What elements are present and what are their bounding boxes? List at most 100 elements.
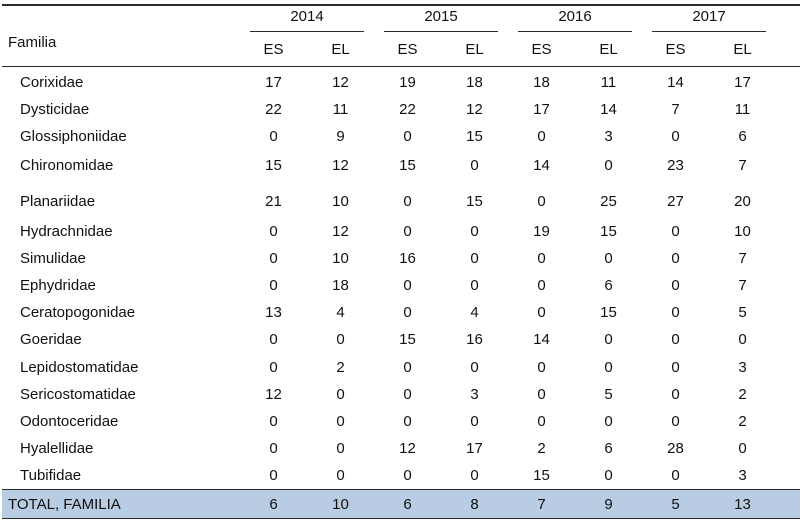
table-cell: 2 (738, 413, 747, 430)
familia-name: Ceratopogonidae (20, 304, 136, 321)
table-cell: 0 (269, 128, 278, 145)
table-cell: 0 (671, 277, 680, 294)
total-cell: 9 (604, 496, 613, 513)
year-underline (652, 31, 766, 32)
table-cell: 0 (738, 440, 747, 457)
table-cell: 0 (537, 277, 546, 294)
header-bottom-rule (2, 66, 800, 67)
table-cell: 22 (265, 101, 282, 118)
table-cell: 0 (336, 413, 345, 430)
table-cell: 12 (332, 223, 349, 240)
table-cell: 18 (466, 74, 483, 91)
table-cell: 18 (533, 74, 550, 91)
table-cell: 12 (399, 440, 416, 457)
table-cell: 0 (269, 440, 278, 457)
table-row: Goeridae 0 0 15 16 14 0 0 0 (2, 329, 800, 353)
table-cell: 0 (604, 250, 613, 267)
table-cell: 0 (269, 250, 278, 267)
table-cell: 14 (533, 331, 550, 348)
table-cell: 0 (269, 413, 278, 430)
year-underline (384, 31, 498, 32)
table-cell: 12 (332, 74, 349, 91)
table-cell: 0 (604, 467, 613, 484)
total-cell: 5 (671, 496, 680, 513)
familia-name: Lepidostomatidae (20, 359, 139, 376)
table-cell: 23 (667, 157, 684, 174)
total-top-rule (2, 489, 800, 490)
table-cell: 20 (734, 193, 751, 210)
table-row: Ephydridae 0 18 0 0 0 6 0 7 (2, 275, 800, 299)
table-row: Sericostomatidae 12 0 0 3 0 5 0 2 (2, 384, 800, 408)
table-cell: 15 (265, 157, 282, 174)
table-cell: 0 (403, 277, 412, 294)
total-cell: 7 (537, 496, 546, 513)
table-cell: 0 (470, 277, 479, 294)
table-cell: 0 (671, 331, 680, 348)
total-cell: 6 (403, 496, 412, 513)
table-row: Glossiphoniidae 0 9 0 15 0 3 0 6 (2, 126, 800, 150)
table-cell: 21 (265, 193, 282, 210)
table-cell: 12 (265, 386, 282, 403)
year-header: 2014 (290, 8, 324, 25)
table-cell: 28 (667, 440, 684, 457)
total-row-background (2, 490, 800, 518)
table-cell: 3 (470, 386, 479, 403)
table-row: Hydrachnidae 0 12 0 0 19 15 0 10 (2, 221, 800, 245)
table-cell: 10 (332, 193, 349, 210)
subcolumn-header: EL (599, 41, 618, 58)
table-cell: 0 (671, 250, 680, 267)
subcolumn-header: ES (263, 41, 284, 58)
table-cell: 0 (336, 440, 345, 457)
table-cell: 0 (269, 331, 278, 348)
year-underline (250, 31, 364, 32)
table-cell: 0 (269, 223, 278, 240)
table-cell: 0 (537, 250, 546, 267)
familia-name: Sericostomatidae (20, 386, 136, 403)
table-cell: 3 (738, 359, 747, 376)
subcolumn-header: ES (531, 41, 552, 58)
subcolumn-header: EL (465, 41, 484, 58)
subcolumn-header: EL (733, 41, 752, 58)
familia-name: Hydrachnidae (20, 223, 113, 240)
table-cell: 0 (269, 277, 278, 294)
table-row: Chironomidae 15 12 15 0 14 0 23 7 (2, 155, 800, 179)
table-cell: 0 (604, 331, 613, 348)
table-top-rule (2, 4, 800, 6)
table-cell: 17 (265, 74, 282, 91)
year-header: 2016 (558, 8, 592, 25)
table-row: Ceratopogonidae 13 4 0 4 0 15 0 5 (2, 302, 800, 326)
table-cell: 6 (738, 128, 747, 145)
familia-name: Ephydridae (20, 277, 96, 294)
table-cell: 14 (533, 157, 550, 174)
total-cell: 13 (734, 496, 751, 513)
table-cell: 0 (604, 413, 613, 430)
table-cell: 12 (466, 101, 483, 118)
table-cell: 0 (269, 467, 278, 484)
table-cell: 7 (671, 101, 680, 118)
table-cell: 0 (537, 359, 546, 376)
table-cell: 0 (403, 128, 412, 145)
subcolumn-header: ES (665, 41, 686, 58)
table-cell: 16 (399, 250, 416, 267)
table-cell: 15 (466, 193, 483, 210)
table-cell: 0 (470, 413, 479, 430)
table-cell: 7 (738, 157, 747, 174)
table-cell: 19 (533, 223, 550, 240)
year-underline (518, 31, 632, 32)
table-cell: 19 (399, 74, 416, 91)
table-cell: 27 (667, 193, 684, 210)
table-cell: 0 (403, 304, 412, 321)
table-cell: 0 (604, 359, 613, 376)
table-cell: 0 (470, 467, 479, 484)
table-row: Simulidae 0 10 16 0 0 0 0 7 (2, 248, 800, 272)
table-cell: 3 (604, 128, 613, 145)
table-cell: 5 (604, 386, 613, 403)
familia-name: Odontoceridae (20, 413, 119, 430)
table-cell: 0 (403, 467, 412, 484)
table-row: Dysticidae 22 11 22 12 17 14 7 11 (2, 99, 800, 123)
table-cell: 13 (265, 304, 282, 321)
table-cell: 4 (336, 304, 345, 321)
table-cell: 10 (734, 223, 751, 240)
table-cell: 15 (399, 331, 416, 348)
familia-column-header: Familia (8, 34, 57, 51)
